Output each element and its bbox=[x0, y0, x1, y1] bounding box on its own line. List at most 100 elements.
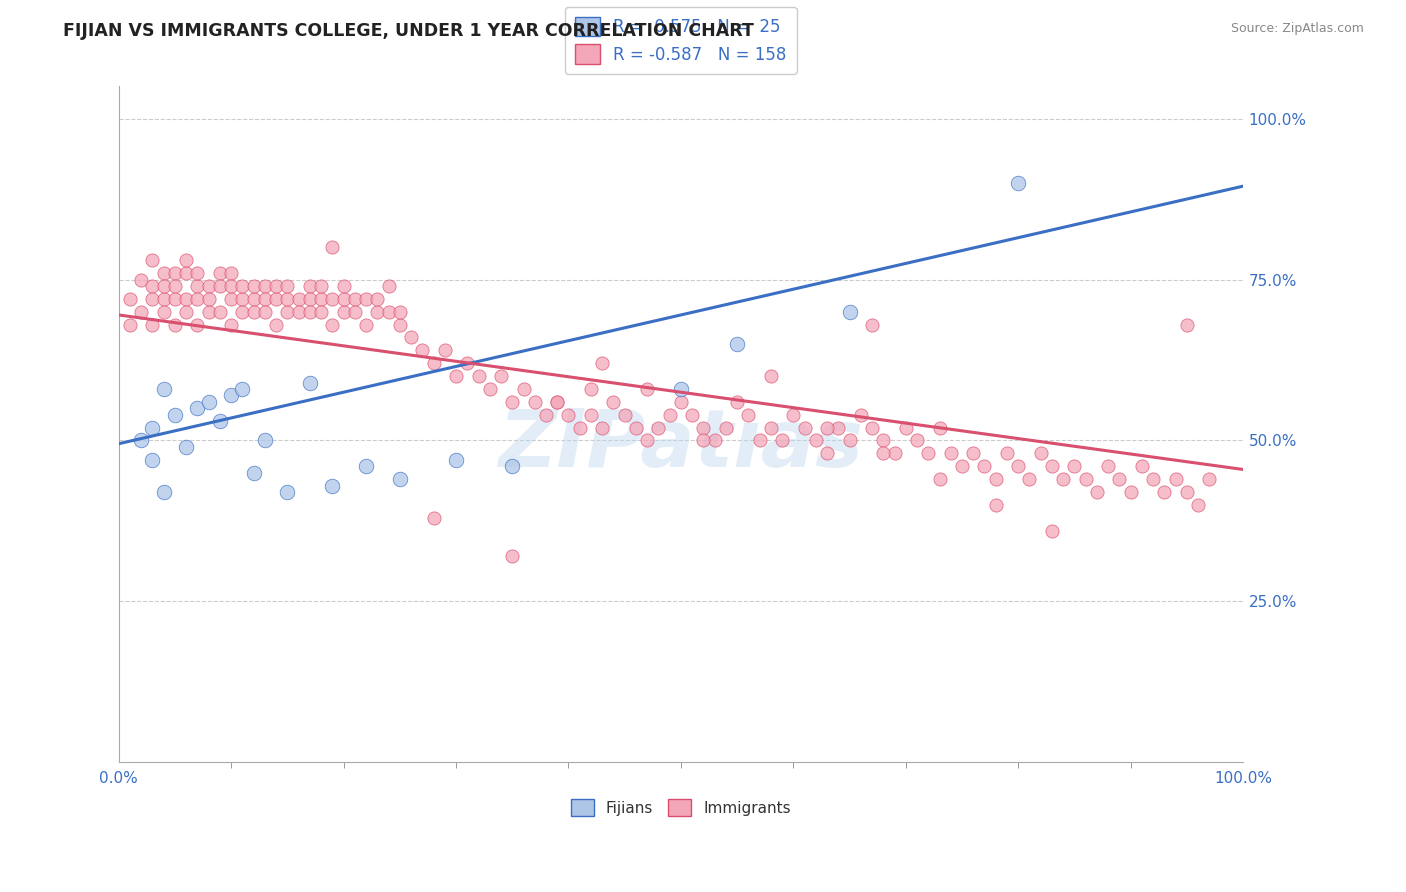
Point bbox=[827, 420, 849, 434]
Point bbox=[984, 498, 1007, 512]
Point bbox=[624, 420, 647, 434]
Point bbox=[591, 356, 613, 370]
Point bbox=[579, 408, 602, 422]
Point bbox=[366, 292, 388, 306]
Point bbox=[714, 420, 737, 434]
Point bbox=[309, 292, 332, 306]
Point bbox=[501, 395, 523, 409]
Point bbox=[253, 279, 276, 293]
Point bbox=[456, 356, 478, 370]
Point bbox=[186, 266, 208, 280]
Point bbox=[163, 408, 186, 422]
Point bbox=[366, 304, 388, 318]
Point bbox=[321, 240, 343, 254]
Point bbox=[748, 434, 770, 448]
Point bbox=[815, 446, 838, 460]
Point bbox=[1007, 176, 1029, 190]
Point bbox=[321, 478, 343, 492]
Point bbox=[1175, 318, 1198, 332]
Point bbox=[602, 395, 624, 409]
Point bbox=[658, 408, 681, 422]
Point bbox=[276, 279, 298, 293]
Point bbox=[276, 485, 298, 500]
Point bbox=[860, 420, 883, 434]
Point bbox=[242, 292, 264, 306]
Point bbox=[242, 279, 264, 293]
Point bbox=[725, 337, 748, 351]
Point bbox=[186, 279, 208, 293]
Point bbox=[231, 304, 253, 318]
Point bbox=[636, 382, 658, 396]
Point bbox=[1119, 485, 1142, 500]
Point bbox=[444, 369, 467, 384]
Point bbox=[1007, 459, 1029, 474]
Point bbox=[129, 434, 152, 448]
Point bbox=[174, 253, 197, 268]
Point bbox=[703, 434, 725, 448]
Point bbox=[152, 485, 174, 500]
Point bbox=[501, 459, 523, 474]
Point bbox=[1130, 459, 1153, 474]
Point bbox=[152, 279, 174, 293]
Point bbox=[253, 434, 276, 448]
Point bbox=[1063, 459, 1085, 474]
Point bbox=[422, 356, 444, 370]
Text: FIJIAN VS IMMIGRANTS COLLEGE, UNDER 1 YEAR CORRELATION CHART: FIJIAN VS IMMIGRANTS COLLEGE, UNDER 1 YE… bbox=[63, 22, 754, 40]
Point bbox=[770, 434, 793, 448]
Point bbox=[141, 452, 163, 467]
Point bbox=[152, 292, 174, 306]
Point bbox=[928, 472, 950, 486]
Point bbox=[174, 292, 197, 306]
Point bbox=[962, 446, 984, 460]
Point bbox=[872, 434, 894, 448]
Point bbox=[219, 388, 242, 402]
Point bbox=[838, 434, 860, 448]
Point bbox=[264, 318, 287, 332]
Point bbox=[838, 304, 860, 318]
Point bbox=[1040, 459, 1063, 474]
Point bbox=[759, 369, 782, 384]
Point bbox=[197, 279, 219, 293]
Point bbox=[129, 272, 152, 286]
Point bbox=[332, 279, 354, 293]
Point bbox=[399, 330, 422, 344]
Point bbox=[815, 420, 838, 434]
Point bbox=[613, 408, 636, 422]
Point bbox=[377, 279, 399, 293]
Point bbox=[152, 304, 174, 318]
Point bbox=[118, 292, 141, 306]
Point bbox=[118, 318, 141, 332]
Point bbox=[276, 292, 298, 306]
Point bbox=[557, 408, 579, 422]
Point bbox=[287, 304, 309, 318]
Point bbox=[917, 446, 939, 460]
Point bbox=[737, 408, 759, 422]
Point bbox=[163, 292, 186, 306]
Point bbox=[174, 304, 197, 318]
Point bbox=[1142, 472, 1164, 486]
Point bbox=[197, 292, 219, 306]
Point bbox=[219, 279, 242, 293]
Text: ZIPatıas: ZIPatıas bbox=[498, 406, 863, 483]
Point bbox=[1085, 485, 1108, 500]
Legend: Fijians, Immigrants: Fijians, Immigrants bbox=[565, 792, 797, 822]
Point bbox=[129, 304, 152, 318]
Point bbox=[1153, 485, 1175, 500]
Point bbox=[152, 266, 174, 280]
Point bbox=[174, 266, 197, 280]
Point bbox=[512, 382, 534, 396]
Point bbox=[444, 452, 467, 467]
Point bbox=[231, 279, 253, 293]
Point bbox=[1029, 446, 1052, 460]
Point bbox=[276, 304, 298, 318]
Point bbox=[309, 279, 332, 293]
Point bbox=[1097, 459, 1119, 474]
Point bbox=[681, 408, 703, 422]
Point bbox=[253, 292, 276, 306]
Point bbox=[1018, 472, 1040, 486]
Point bbox=[1040, 524, 1063, 538]
Point bbox=[883, 446, 905, 460]
Point bbox=[186, 401, 208, 416]
Point bbox=[163, 279, 186, 293]
Point bbox=[692, 434, 714, 448]
